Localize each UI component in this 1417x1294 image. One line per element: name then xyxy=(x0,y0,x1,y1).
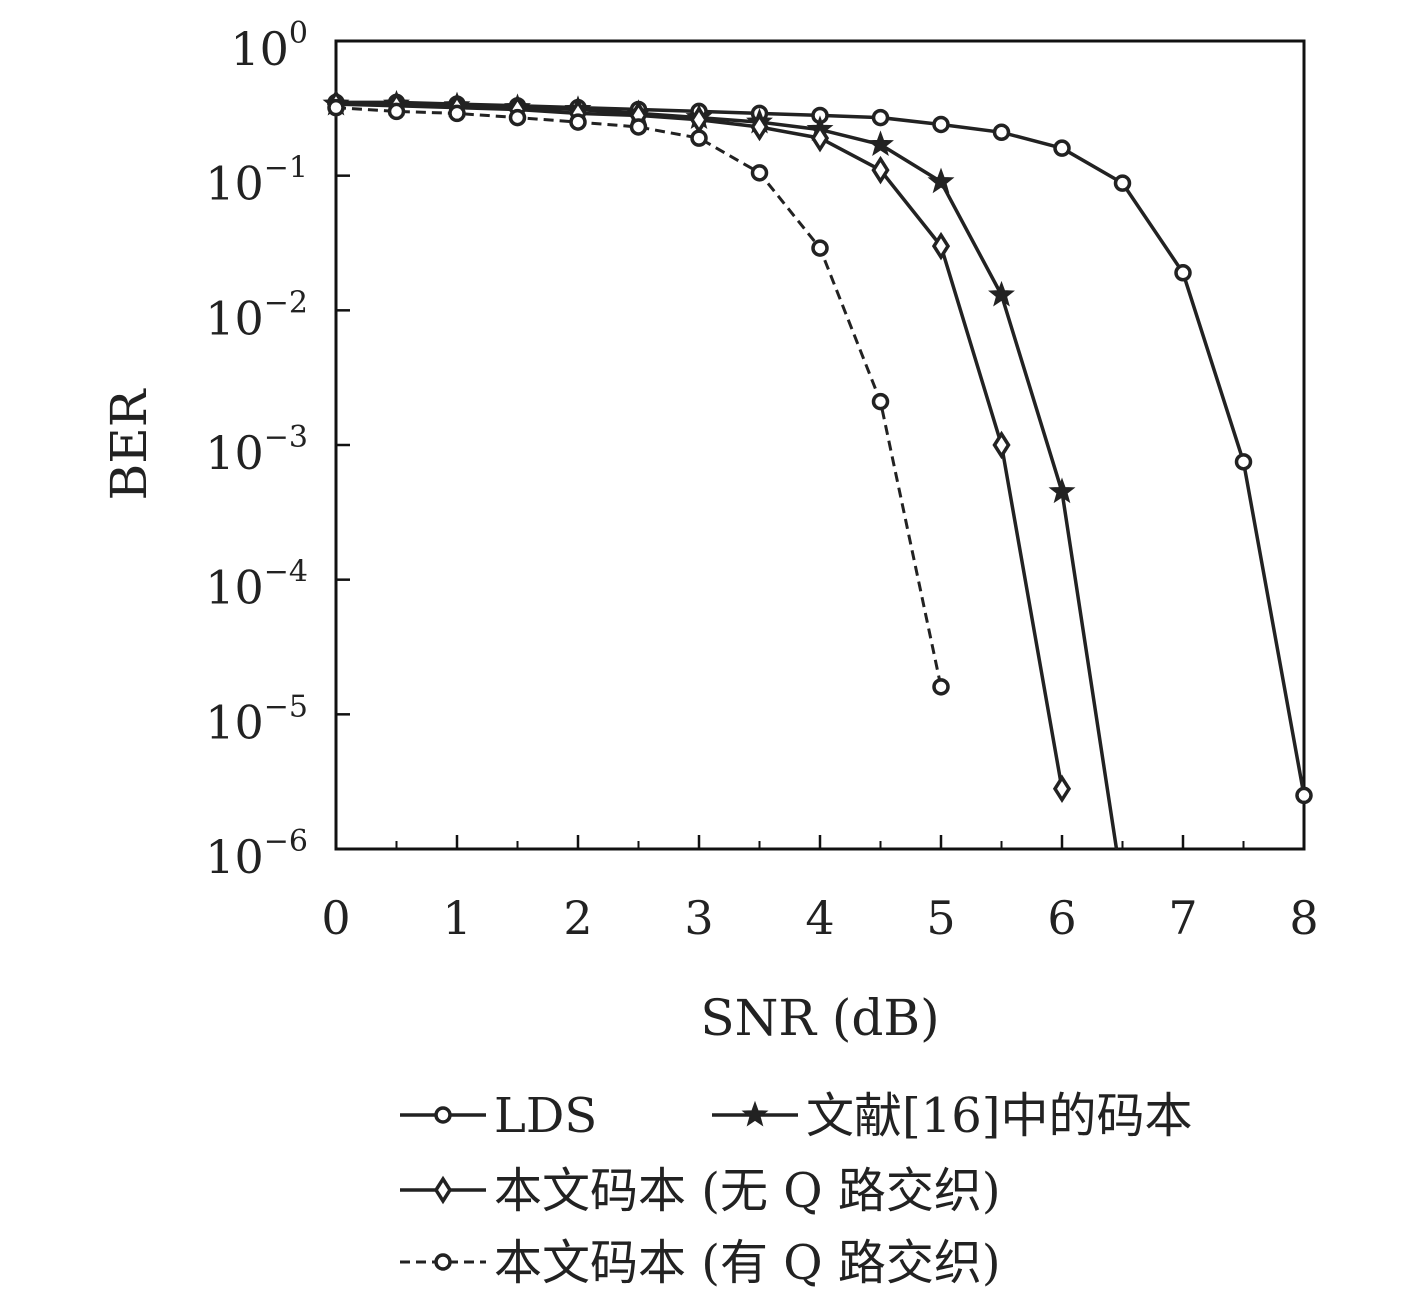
series-3-point xyxy=(448,104,466,123)
legend-item: 本文码本 (有 Q 路交织) xyxy=(400,1235,1001,1291)
series-0-point xyxy=(1113,174,1132,192)
series-1-point xyxy=(867,130,894,157)
legend-item: 本文码本 (无 Q 路交织) xyxy=(400,1163,1001,1219)
series-3-point xyxy=(629,118,648,136)
series-0-point xyxy=(1234,453,1253,471)
legend-item: LDS xyxy=(400,1088,597,1144)
series-2-point xyxy=(931,231,951,261)
legend-item: 文献[16]中的码本 xyxy=(712,1088,1193,1144)
series-0-point xyxy=(992,123,1011,142)
legend-label: 本文码本 (有 Q 路交织) xyxy=(494,1235,1001,1291)
series-3-point xyxy=(569,113,587,131)
series-0-point xyxy=(1053,139,1071,157)
series-3-point xyxy=(508,108,527,127)
x-tick-label: 6 xyxy=(1047,891,1076,945)
series-line-0 xyxy=(336,100,1304,796)
x-axis-ticks: 0 1 2 3 4 5 6 7 8 xyxy=(321,835,1319,945)
marker-layer xyxy=(322,89,1313,805)
legend-label: 本文码本 (无 Q 路交织) xyxy=(494,1163,1001,1219)
series-2-point xyxy=(1052,774,1072,804)
series-3-point xyxy=(871,392,890,411)
series-3-point xyxy=(387,102,406,121)
x-tick-label: 7 xyxy=(1168,891,1197,945)
series-1-point xyxy=(927,167,955,194)
series-2-point xyxy=(750,112,769,142)
series-2-point xyxy=(810,123,830,153)
series-3-point xyxy=(690,129,708,147)
y-axis-label: BER xyxy=(100,388,158,500)
x-tick-label: 2 xyxy=(563,891,592,945)
plot-frame xyxy=(334,39,1306,851)
series-2-point xyxy=(992,430,1011,460)
series-3-point xyxy=(932,678,950,696)
y-tick-label: 10−3 xyxy=(205,420,308,480)
y-tick-label: 10−5 xyxy=(205,689,308,749)
legend-label: 文献[16]中的码本 xyxy=(806,1088,1193,1144)
series-1-point xyxy=(1048,477,1076,504)
series-line-1 xyxy=(336,102,1119,849)
series-layer xyxy=(336,100,1304,849)
legend-marker xyxy=(434,1253,452,1271)
legend-marker xyxy=(434,1106,452,1124)
x-tick-label: 3 xyxy=(684,891,713,945)
series-0-point xyxy=(1174,264,1192,282)
y-tick-label: 100 xyxy=(230,16,308,76)
x-tick-label: 0 xyxy=(321,891,350,945)
y-tick-label: 10−1 xyxy=(205,151,308,211)
legend-marker xyxy=(433,1175,453,1205)
series-3-point xyxy=(327,98,345,117)
legend-label: LDS xyxy=(494,1088,597,1144)
x-tick-label: 5 xyxy=(926,891,955,945)
legend-marker xyxy=(741,1100,769,1127)
series-line-3 xyxy=(336,106,943,688)
series-3-point xyxy=(811,239,829,257)
x-tick-label: 8 xyxy=(1289,891,1318,945)
series-3-point xyxy=(750,164,769,182)
series-0-point xyxy=(871,108,890,127)
y-axis-ticks: 100 10−1 10−2 10−3 10−4 10−5 10−6 xyxy=(205,16,350,884)
x-tick-label: 4 xyxy=(805,891,834,945)
x-tick-label: 1 xyxy=(442,891,471,945)
y-tick-label: 10−4 xyxy=(205,555,308,615)
series-0-point xyxy=(932,115,950,134)
series-2-point xyxy=(871,155,890,185)
x-axis-label: SNR (dB) xyxy=(700,989,939,1047)
y-tick-label: 10−2 xyxy=(205,285,308,345)
y-tick-label: 10−6 xyxy=(205,824,308,884)
series-0-point xyxy=(1295,786,1313,805)
series-1-point xyxy=(988,280,1015,307)
